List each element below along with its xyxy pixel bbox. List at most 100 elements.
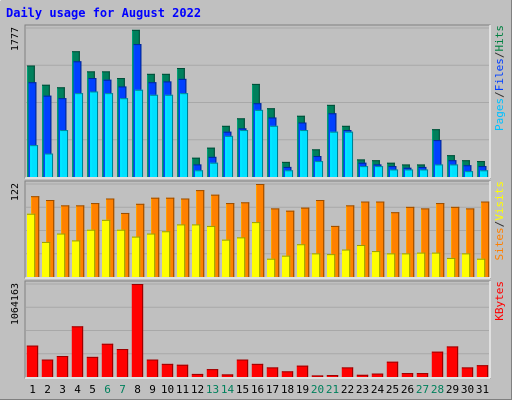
x-tick-label: 6 <box>104 383 111 396</box>
bar-sites <box>237 237 246 277</box>
bar-kbytes-fill <box>461 367 474 377</box>
bar-kbytes <box>146 359 159 377</box>
bar-pages-fill <box>210 162 219 177</box>
x-tick-label: 18 <box>281 383 294 396</box>
legend-entry: Hits <box>493 25 506 52</box>
bar-pages <box>90 91 99 177</box>
bar-kbytes-fill <box>41 359 54 377</box>
bar-pages <box>105 93 114 177</box>
bar-sites <box>387 253 396 277</box>
bar-kbytes <box>71 326 84 377</box>
bar-kbytes <box>56 356 69 377</box>
bar-pages <box>390 169 399 177</box>
panel-top-max-label: 1777 <box>10 27 21 51</box>
x-tick-label: 9 <box>149 383 156 396</box>
bar-kbytes-fill <box>161 363 174 377</box>
bar-pages <box>420 169 429 177</box>
panel-bottom: 1064163 KBytes <box>10 280 506 379</box>
legend-entry: / <box>493 91 506 98</box>
bar-pages-fill <box>300 130 309 177</box>
bar-sites-fill <box>372 251 381 277</box>
bar-sites-fill <box>102 219 111 277</box>
bar-kbytes-fill <box>446 346 459 377</box>
bar-kbytes-fill <box>281 371 294 377</box>
bar-sites <box>102 219 111 277</box>
bar-pages-fill <box>255 109 264 177</box>
panel-top-legend: Pages/Files/Hits <box>493 25 506 131</box>
bar-kbytes <box>476 365 489 377</box>
bar-kbytes <box>431 351 444 377</box>
bar-sites <box>222 239 231 277</box>
bar-kbytes-fill <box>101 343 114 377</box>
bar-sites <box>432 252 441 277</box>
bar-pages <box>375 166 384 177</box>
bar-pages <box>285 170 294 177</box>
bar-pages-fill <box>465 171 474 177</box>
legend-entry: Pages <box>493 98 506 131</box>
x-tick-label: 17 <box>266 383 279 396</box>
x-tick-label: 19 <box>296 383 309 396</box>
bar-sites <box>477 258 486 277</box>
x-tick-label: 30 <box>461 383 474 396</box>
bar-visits-fill <box>406 206 415 277</box>
legend-entry: KBytes <box>493 281 506 321</box>
x-tick-label: 1 <box>29 383 36 396</box>
bar-sites-fill <box>57 233 66 277</box>
bar-pages <box>135 89 144 177</box>
bar-pages <box>450 164 459 177</box>
bar-sites-fill <box>387 253 396 277</box>
x-tick-label: 13 <box>206 383 219 396</box>
bar-visits-fill <box>46 200 55 277</box>
bar-pages-fill <box>390 169 399 177</box>
bar-kbytes <box>161 363 174 377</box>
bar-pages-fill <box>225 135 234 177</box>
x-tick-label: 7 <box>119 383 126 396</box>
bar-pages-fill <box>90 91 99 177</box>
bar-sites <box>417 252 426 277</box>
bar-kbytes <box>401 373 414 377</box>
bar-sites-fill <box>282 255 291 277</box>
bar-sites-fill <box>207 225 216 277</box>
x-tick-label: 31 <box>476 383 489 396</box>
panel-bottom-max-label: 1064163 <box>10 283 21 325</box>
x-tick-label: 26 <box>401 383 414 396</box>
x-tick-label: 5 <box>89 383 96 396</box>
bar-sites-fill <box>42 241 51 277</box>
bar-kbytes <box>221 374 234 377</box>
bar-sites-fill <box>87 229 96 277</box>
bar-sites-fill <box>252 222 261 277</box>
chart-title: Daily usage for August 2022 <box>6 6 201 20</box>
bar-kbytes <box>206 369 219 377</box>
legend-entry: / <box>493 52 506 59</box>
bar-sites-fill <box>297 244 306 277</box>
bar-pages-fill <box>120 98 129 177</box>
bar-kbytes <box>386 361 399 377</box>
bar-kbytes-fill <box>26 345 39 377</box>
legend-entry: / <box>493 221 506 228</box>
bar-pages-fill <box>450 164 459 177</box>
bar-pages-fill <box>165 94 174 177</box>
panel-bottom-legend: KBytes <box>493 281 506 321</box>
bar-pages <box>60 130 69 177</box>
bar-sites-fill <box>177 224 186 277</box>
bar-pages-fill <box>480 170 489 177</box>
bar-kbytes-fill <box>386 361 399 377</box>
bar-kbytes-fill <box>266 367 279 377</box>
bar-sites <box>462 253 471 277</box>
bar-kbytes-fill <box>86 356 99 377</box>
bar-visits-fill <box>421 208 430 277</box>
bar-sites <box>402 253 411 277</box>
x-tick-label: 24 <box>371 383 385 396</box>
x-tick-label: 16 <box>251 383 264 396</box>
bar-sites-fill <box>162 231 171 277</box>
bar-pages <box>30 145 39 177</box>
bar-sites-fill <box>192 224 201 277</box>
bar-kbytes-fill <box>431 351 444 377</box>
panels: 1777Pages/Files/Hits122Sites/Visits10641… <box>10 24 506 379</box>
bar-kbytes-fill <box>356 374 369 377</box>
bar-kbytes <box>356 374 369 377</box>
bar-kbytes-fill <box>401 373 414 377</box>
bar-kbytes <box>176 364 189 377</box>
legend-entry: Sites <box>493 227 506 260</box>
bar-pages <box>195 170 204 177</box>
